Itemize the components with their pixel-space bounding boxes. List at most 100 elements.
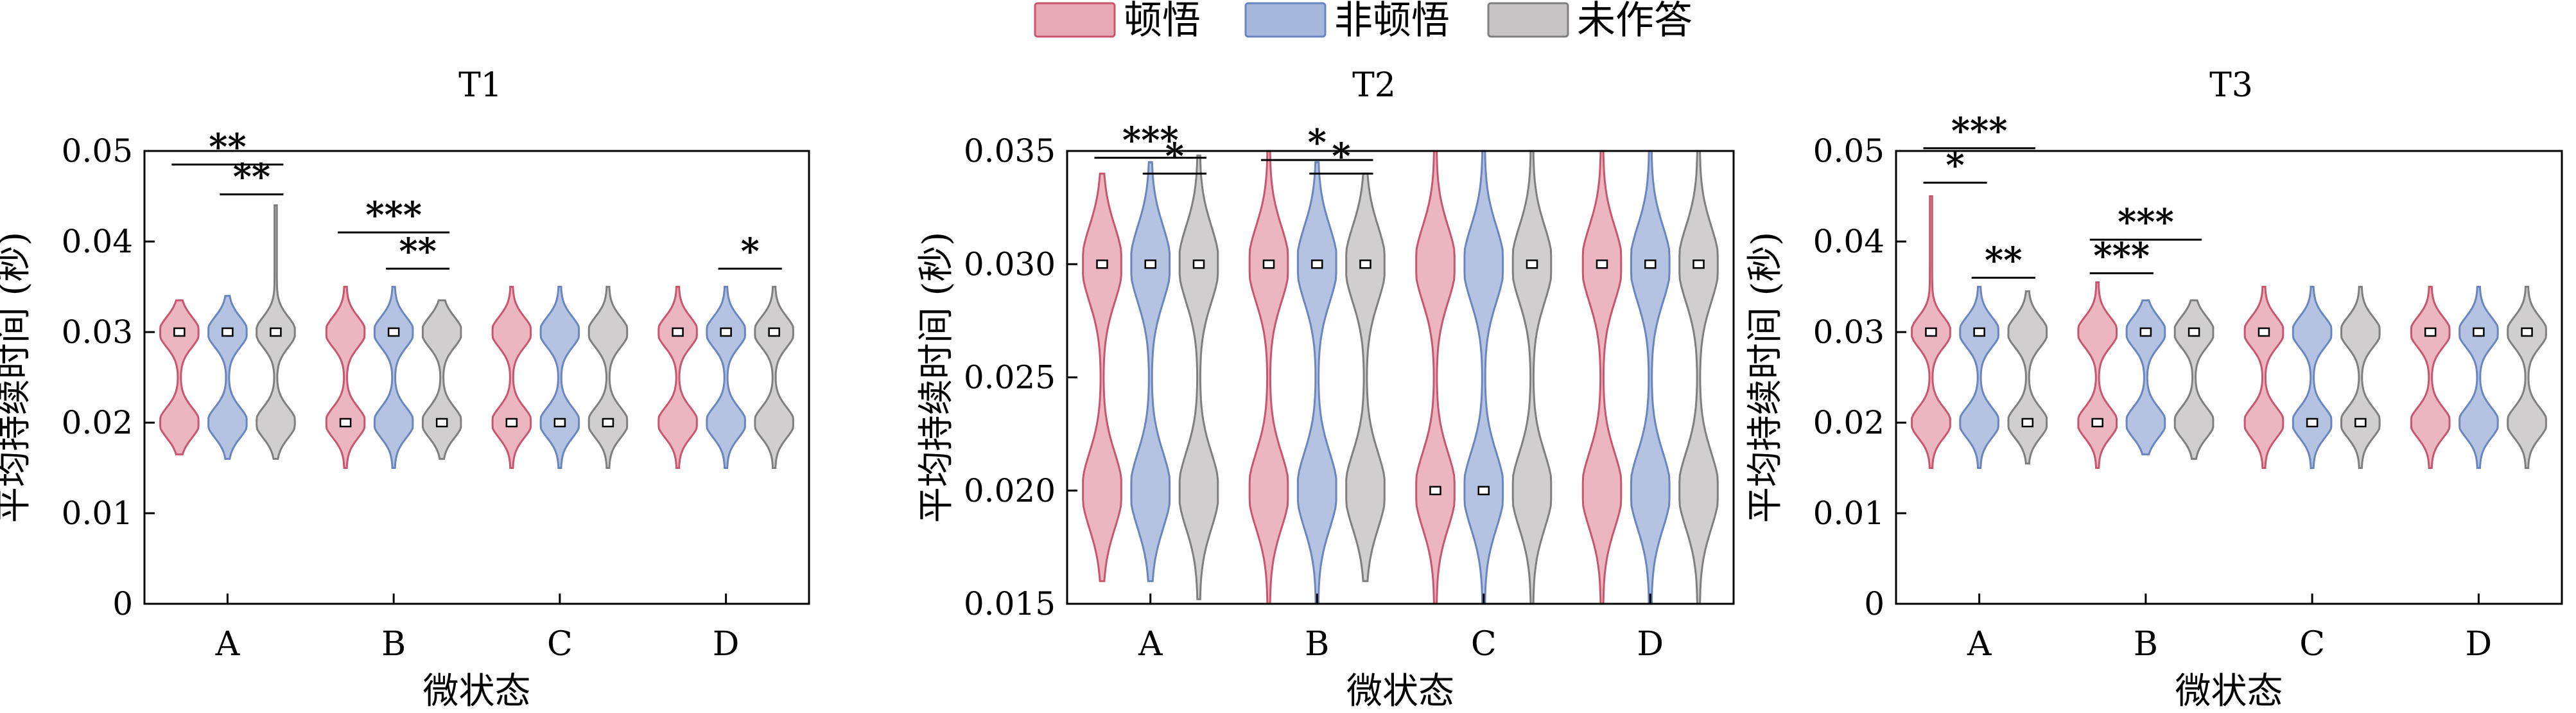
violin-b-series-1 bbox=[325, 286, 366, 469]
panel-title: T2 bbox=[1352, 66, 1396, 105]
median-marker bbox=[2424, 327, 2437, 337]
median-marker bbox=[173, 327, 186, 337]
violin-a-series-1 bbox=[1082, 172, 1122, 583]
plot-frame bbox=[143, 150, 810, 605]
median-marker bbox=[2139, 327, 2152, 337]
violin-d-series-3 bbox=[1678, 150, 1719, 605]
panel-t2: T2 0.015 0.020 0.025 0.030 0.035 A B C D 微状态 平均持续时间… bbox=[916, 66, 1735, 712]
x-axis-title: 微状态 bbox=[1346, 671, 1454, 712]
x-tick-label-c: C bbox=[2299, 625, 2325, 664]
median-marker bbox=[553, 418, 566, 428]
significance-label: *** bbox=[2118, 201, 2174, 243]
violin-d-series-1 bbox=[1581, 150, 1623, 605]
legend-swatch-1 bbox=[1034, 2, 1116, 38]
violin-b-series-3 bbox=[421, 299, 462, 460]
y-tick-label: 0.035 bbox=[964, 132, 1056, 170]
violin-c-series-3 bbox=[587, 286, 629, 469]
violin-c-series-1 bbox=[1415, 150, 1456, 605]
violin-c-series-3 bbox=[2340, 286, 2381, 469]
violin-a-series-1 bbox=[159, 299, 200, 455]
x-tick-label-a: A bbox=[1138, 625, 1163, 664]
median-marker bbox=[768, 327, 780, 337]
violin-b-series-1 bbox=[1248, 150, 1289, 605]
x-tick-label-a: A bbox=[1967, 625, 1992, 664]
y-tick-label: 0.02 bbox=[1813, 404, 1884, 441]
median-marker bbox=[435, 418, 448, 428]
significance-label: ** bbox=[1985, 239, 2023, 281]
significance-label: * bbox=[740, 230, 759, 272]
violin-d-series-3 bbox=[754, 286, 794, 469]
x-tick-label-c: C bbox=[1471, 625, 1497, 664]
y-tick-label: 0.030 bbox=[964, 245, 1056, 283]
y-tick-label: 0.020 bbox=[964, 472, 1056, 509]
median-marker bbox=[1477, 486, 1490, 495]
violin-b-series-2 bbox=[373, 286, 414, 469]
median-marker bbox=[672, 327, 684, 337]
legend-swatch-2 bbox=[1244, 2, 1327, 38]
median-marker bbox=[1925, 327, 1937, 337]
significance-label: ** bbox=[399, 230, 437, 272]
x-tick-label-d: D bbox=[1637, 625, 1664, 664]
legend-label-3: 未作答 bbox=[1577, 0, 1693, 43]
median-marker bbox=[222, 327, 234, 337]
x-axis-title: 微状态 bbox=[423, 671, 531, 712]
x-axis-title: 微状态 bbox=[2175, 671, 2283, 712]
median-marker bbox=[2354, 418, 2367, 428]
median-marker bbox=[2021, 418, 2034, 428]
median-marker bbox=[1359, 260, 1371, 269]
y-tick-label: 0.05 bbox=[1813, 132, 1884, 170]
significance-label: * bbox=[1332, 135, 1350, 177]
violin-a-series-3 bbox=[2007, 290, 2048, 464]
y-tick-label: 0.01 bbox=[1813, 495, 1884, 532]
median-marker bbox=[270, 327, 282, 337]
median-marker bbox=[2188, 327, 2200, 337]
x-tick-label-b: B bbox=[381, 625, 406, 664]
median-marker bbox=[339, 418, 352, 428]
x-tick-label-b: B bbox=[2134, 625, 2158, 664]
violin-a-series-2 bbox=[207, 295, 248, 460]
violin-c-series-1 bbox=[491, 286, 532, 469]
x-tick-label-d: D bbox=[713, 625, 740, 664]
violin-c-series-2 bbox=[1463, 150, 1504, 605]
significance-label: ** bbox=[233, 156, 271, 198]
y-tick-label: 0.03 bbox=[1813, 313, 1884, 351]
violin-a-series-2 bbox=[1130, 161, 1171, 583]
median-marker bbox=[1693, 260, 1705, 269]
y-tick-label: 0.025 bbox=[964, 359, 1056, 396]
violin-b-series-1 bbox=[2077, 281, 2118, 469]
violin-d-series-2 bbox=[1630, 150, 1671, 605]
median-marker bbox=[2306, 418, 2319, 428]
legend: 顿悟 非顿悟 未作答 bbox=[1034, 0, 1693, 43]
median-marker bbox=[1596, 260, 1608, 269]
median-marker bbox=[1526, 260, 1538, 269]
y-tick-label: 0.04 bbox=[62, 223, 133, 260]
violin-d-series-3 bbox=[2507, 286, 2547, 469]
violin-a-series-2 bbox=[1959, 286, 1999, 469]
panel-title: T1 bbox=[458, 66, 502, 105]
violin-c-series-2 bbox=[2292, 286, 2333, 469]
violin-d-series-2 bbox=[706, 286, 746, 469]
significance-label: ** bbox=[209, 126, 247, 168]
violin-d-series-1 bbox=[2410, 286, 2451, 469]
y-tick-label: 0.03 bbox=[62, 313, 133, 351]
plot-frame bbox=[1066, 150, 1735, 605]
median-marker bbox=[1262, 260, 1275, 269]
y-tick-label: 0.01 bbox=[62, 495, 133, 532]
median-marker bbox=[1096, 260, 1108, 269]
significance-label: * bbox=[1308, 121, 1327, 164]
median-marker bbox=[2091, 418, 2103, 428]
median-marker bbox=[720, 327, 732, 337]
x-tick-label-a: A bbox=[215, 625, 241, 664]
median-marker bbox=[1429, 486, 1441, 495]
legend-label-1: 顿悟 bbox=[1124, 0, 1201, 43]
legend-label-2: 非顿悟 bbox=[1334, 0, 1450, 43]
y-tick-label: 0.05 bbox=[62, 132, 133, 170]
y-tick-label: 0 bbox=[1864, 585, 1884, 622]
violin-c-series-2 bbox=[539, 286, 580, 469]
violin-c-series-1 bbox=[2243, 286, 2284, 469]
x-tick-label-d: D bbox=[2466, 625, 2493, 664]
violin-b-series-2 bbox=[2125, 299, 2166, 455]
significance-label: *** bbox=[2093, 234, 2150, 277]
legend-swatch-3 bbox=[1487, 2, 1569, 38]
